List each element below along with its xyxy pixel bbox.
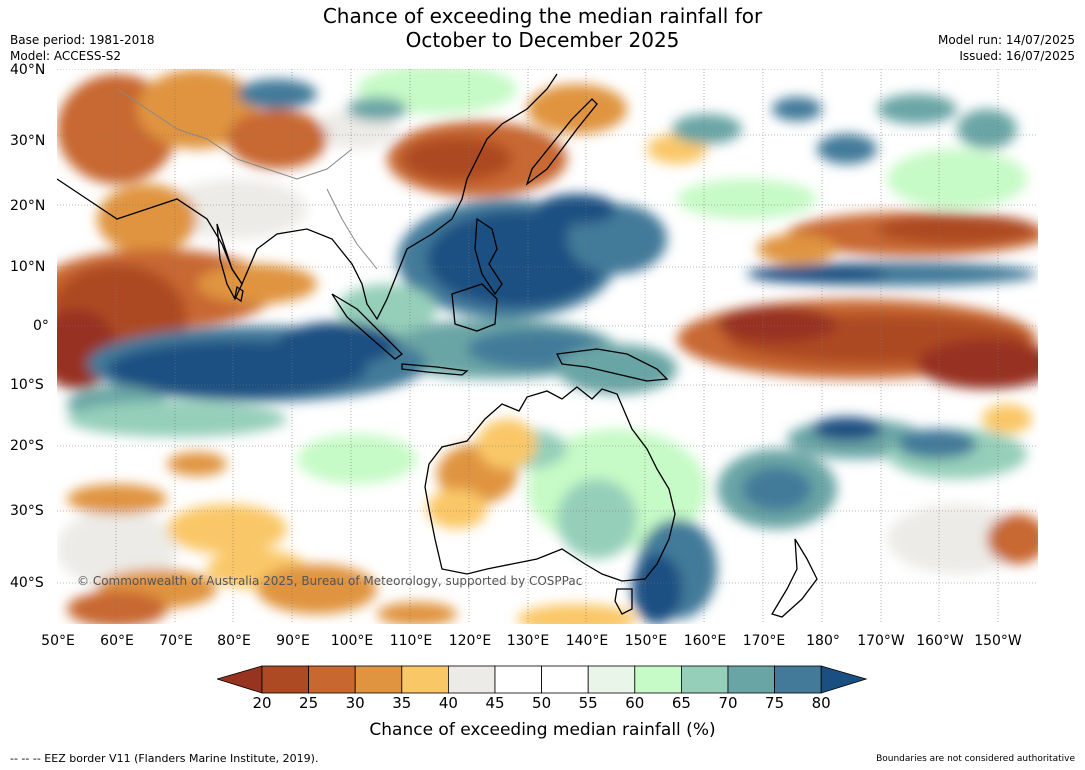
colorbar-segment bbox=[680, 665, 729, 694]
colorbar-title: Chance of exceeding median rainfall (%) bbox=[369, 720, 716, 740]
japan-coast bbox=[525, 98, 598, 186]
probability-field bbox=[57, 69, 1038, 624]
colorbar-tick-label: 50 bbox=[532, 694, 552, 712]
lat-label-10s: 10°S bbox=[10, 377, 44, 393]
colorbar-tick-label: 35 bbox=[392, 694, 412, 712]
colorbar-tick-label: 75 bbox=[765, 694, 785, 712]
philippines-coast bbox=[474, 217, 503, 296]
asia-coast bbox=[57, 73, 558, 321]
colorbar-tick-label: 60 bbox=[625, 694, 645, 712]
colorbar-segment bbox=[634, 665, 682, 694]
rainfall-map: © Commonwealth of Australia 2025, Bureau… bbox=[57, 69, 1038, 624]
lat-label-20s: 20°S bbox=[10, 438, 44, 454]
lon-label-150w: 150°W bbox=[974, 633, 1022, 649]
java-coast bbox=[401, 363, 469, 376]
lon-label-170e: 170°E bbox=[742, 633, 786, 649]
tasmania-coast bbox=[614, 588, 633, 615]
lon-label-140e: 140°E bbox=[565, 633, 609, 649]
colorbar-segment bbox=[494, 665, 542, 694]
issued-date: Issued: 16/07/2025 bbox=[959, 49, 1075, 63]
base-period: Base period: 1981-2018 bbox=[10, 33, 155, 47]
colorbar-arrow-low bbox=[215, 665, 263, 694]
lon-label-110e: 110°E bbox=[389, 633, 433, 649]
colorbar-tick-label: 30 bbox=[345, 694, 365, 712]
lon-label-80e: 80°E bbox=[217, 633, 251, 649]
colorbar-tick-label: 25 bbox=[299, 694, 319, 712]
sumatra-coast bbox=[331, 293, 404, 360]
model-run: Model run: 14/07/2025 bbox=[937, 33, 1075, 47]
australia-coast bbox=[424, 386, 676, 582]
lat-label-20n: 20°N bbox=[10, 198, 46, 214]
colorbar-segment bbox=[774, 665, 822, 694]
title-line-2: October to December 2025 bbox=[405, 28, 680, 52]
lon-label-70e: 70°E bbox=[159, 633, 193, 649]
lon-label-90e: 90°E bbox=[276, 633, 310, 649]
colorbar-tick-label: 55 bbox=[578, 694, 598, 712]
lat-label-40n: 40°N bbox=[10, 62, 46, 78]
colorbar-tick-label: 45 bbox=[485, 694, 505, 712]
lat-label-30s: 30°S bbox=[10, 503, 44, 519]
lon-label-160e: 160°E bbox=[683, 633, 727, 649]
colorbar-segment bbox=[727, 665, 775, 694]
colorbar-tick-label: 70 bbox=[718, 694, 738, 712]
colorbar-svg bbox=[215, 665, 868, 694]
lat-label-10n: 10°N bbox=[10, 259, 46, 275]
new-zealand-coast bbox=[771, 538, 818, 618]
sri-lanka-coast bbox=[234, 285, 244, 303]
lon-label-60e: 60°E bbox=[100, 633, 134, 649]
colorbar-segment bbox=[308, 665, 356, 694]
colorbar bbox=[215, 665, 869, 699]
colorbar-segment bbox=[354, 665, 403, 694]
colorbar-segment bbox=[261, 665, 309, 694]
new-guinea-coast bbox=[556, 348, 669, 382]
meta-right: Model run: 14/07/2025 Issued: 16/07/2025 bbox=[938, 32, 1075, 64]
title-line-1: Chance of exceeding the median rainfall … bbox=[322, 4, 763, 28]
country-borders bbox=[116, 88, 378, 270]
colorbar-tick-label: 20 bbox=[252, 694, 272, 712]
model-name: Model: ACCESS-S2 bbox=[10, 49, 122, 63]
eez-legend: -- -- -- EEZ border V11 (Flanders Marine… bbox=[10, 752, 319, 765]
colorbar-segment bbox=[587, 665, 636, 694]
colorbar-tick-label: 65 bbox=[671, 694, 691, 712]
borneo-coast bbox=[451, 283, 498, 332]
colorbar-tick-label: 80 bbox=[811, 694, 831, 712]
copyright-text: © Commonwealth of Australia 2025, Bureau… bbox=[77, 574, 582, 588]
lon-label-50e: 50°E bbox=[41, 633, 75, 649]
lat-label-30n: 30°N bbox=[10, 133, 46, 149]
meta-left: Base period: 1981-2018 Model: ACCESS-S2 bbox=[10, 32, 155, 64]
lon-label-120e: 120°E bbox=[448, 633, 492, 649]
boundary-note: Boundaries are not considered authoritat… bbox=[876, 754, 1075, 764]
coastlines bbox=[57, 73, 818, 618]
colorbar-segment bbox=[541, 665, 589, 694]
lon-label-170w: 170°W bbox=[857, 633, 905, 649]
lon-label-150e: 150°E bbox=[624, 633, 668, 649]
colorbar-segment bbox=[447, 665, 496, 694]
india-coast bbox=[216, 223, 243, 301]
lon-label-100e: 100°E bbox=[330, 633, 374, 649]
lat-label-40s: 40°S bbox=[10, 575, 44, 591]
colorbar-arrow-high bbox=[820, 665, 868, 694]
graticule bbox=[57, 69, 1038, 624]
map-title: Chance of exceeding the median rainfall … bbox=[0, 4, 1085, 52]
colorbar-segment bbox=[401, 665, 449, 694]
lon-label-180: 180° bbox=[806, 633, 840, 649]
colorbar-tick-label: 40 bbox=[438, 694, 458, 712]
lon-label-130e: 130°E bbox=[506, 633, 550, 649]
lon-label-160w: 160°W bbox=[916, 633, 964, 649]
map-canvas: © Commonwealth of Australia 2025, Bureau… bbox=[57, 69, 1038, 624]
lat-label-0: 0° bbox=[33, 318, 49, 334]
